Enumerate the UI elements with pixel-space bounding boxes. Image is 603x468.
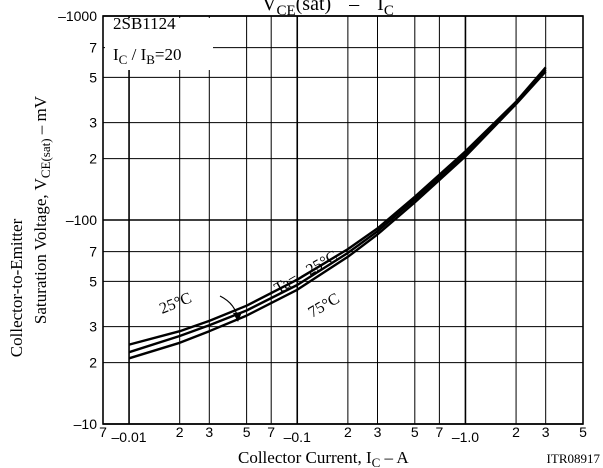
x-tick-label: 5 (411, 424, 419, 440)
plot-frame (102, 15, 584, 425)
y-tick-label: –1000 (58, 8, 97, 24)
y-axis-label-line2: Saturation Voltage, VCE(sat) – mV (31, 95, 53, 324)
annotation-25c: 25°C (157, 290, 194, 318)
series-curves (128, 66, 547, 360)
x-tick-label: –1.0 (452, 429, 479, 445)
y-tick-label: 2 (89, 355, 97, 371)
device-label-box (105, 18, 213, 70)
x-tick-label: 7 (435, 424, 443, 440)
annotation-ta-minus25: Ta= –25°C (272, 248, 341, 298)
x-axis-label: Collector Current, IC – A (238, 448, 409, 468)
x-tick-label: 5 (243, 424, 251, 440)
annotation-75c: 75°C (306, 290, 343, 321)
y-tick-label: 7 (89, 40, 97, 56)
x-tick-label: 5 (579, 424, 587, 440)
x-axis-ticks: 7 –0.01 2 3 5 7 –0.1 2 3 5 7 –1.0 2 3 5 (99, 424, 587, 445)
series-line-1 (128, 69, 547, 354)
x-tick-label: –0.1 (284, 429, 311, 445)
test-condition: IC / IB=20 (113, 45, 182, 67)
x-tick-label: 2 (512, 424, 520, 440)
y-tick-label: –10 (74, 416, 98, 432)
y-tick-label: 3 (89, 319, 97, 335)
y-tick-label: 5 (89, 273, 97, 289)
y-tick-label: –100 (66, 212, 97, 228)
x-tick-label: 2 (176, 424, 184, 440)
x-tick-label: 3 (542, 424, 550, 440)
y-tick-label: 3 (89, 115, 97, 131)
y-tick-label: 2 (89, 151, 97, 167)
y-axis-label-line1: Collector-to-Emitter (7, 218, 26, 357)
series-line-0 (128, 66, 547, 346)
y-axis-ticks: –1000 7 5 3 2 –100 7 5 3 2 –10 (58, 8, 97, 432)
x-tick-label: 3 (205, 424, 213, 440)
figure-code: ITR08917 (547, 451, 601, 466)
x-tick-label: 7 (99, 424, 107, 440)
y-tick-label: 5 (89, 69, 97, 85)
chart-title: VCE(sat) – IC (262, 0, 394, 19)
x-tick-label: 2 (344, 424, 352, 440)
x-tick-label: 7 (267, 424, 275, 440)
series-line-2 (128, 70, 547, 360)
y-tick-label: 7 (89, 244, 97, 260)
x-tick-label: –0.01 (112, 429, 147, 445)
part-number: 2SB1124 (113, 14, 176, 33)
x-tick-label: 3 (374, 424, 382, 440)
grid (102, 15, 584, 425)
annotation-25c-arrowhead (233, 312, 242, 322)
